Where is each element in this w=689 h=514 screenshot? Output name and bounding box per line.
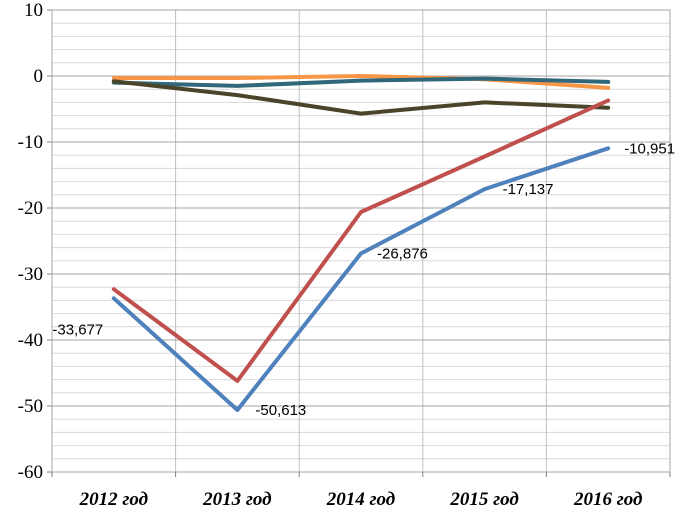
data-labels: -33,677 -50,613 -26,876 -17,137 -10,951 (52, 140, 675, 419)
x-tick-label: 2012 год (79, 489, 148, 510)
data-label: -33,677 (52, 321, 103, 338)
y-tick-label: -30 (18, 264, 43, 285)
data-label: -26,876 (377, 245, 428, 262)
data-label: -17,137 (503, 181, 554, 198)
plot-area-border (51, 9, 671, 473)
series-line (111, 76, 611, 88)
grid (52, 9, 670, 473)
series-line (111, 74, 611, 90)
y-tick-label: -40 (18, 330, 43, 351)
series-line (111, 98, 611, 383)
y-tick-label: -10 (18, 132, 43, 153)
y-tick-label: -50 (18, 396, 43, 417)
y-tick-label: 0 (34, 66, 44, 87)
series-line (111, 146, 611, 412)
y-tick-label: -60 (18, 462, 43, 483)
x-tick-label: 2014 год (326, 489, 395, 510)
y-tick-label: 10 (24, 0, 43, 21)
x-tick-label: 2016 год (573, 489, 642, 510)
x-tick-label: 2015 год (449, 489, 518, 510)
axes: 10 0 -10 -20 -30 -40 -50 -60 2012 год 2013 год 201… (18, 0, 671, 510)
x-tick-label: 2013 год (202, 489, 271, 510)
series-line (111, 79, 611, 116)
data-label: -10,951 (624, 140, 675, 157)
series-lines (111, 74, 611, 412)
y-tick-label: -20 (18, 198, 43, 219)
data-label: -50,613 (255, 402, 306, 419)
